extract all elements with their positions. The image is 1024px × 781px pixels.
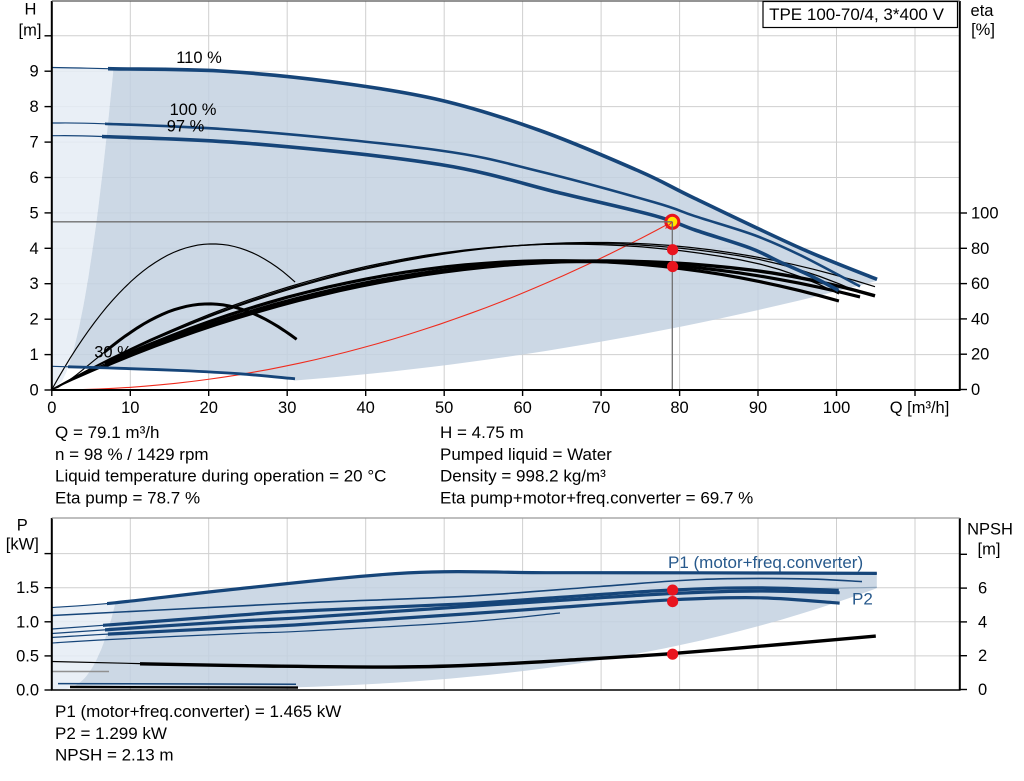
svg-text:70: 70 xyxy=(592,399,610,417)
svg-text:9: 9 xyxy=(30,63,39,81)
svg-text:Density = 998.2 kg/m³: Density = 998.2 kg/m³ xyxy=(440,467,606,486)
svg-text:0: 0 xyxy=(971,381,980,399)
svg-text:2: 2 xyxy=(978,647,987,665)
svg-text:80: 80 xyxy=(670,399,688,417)
svg-text:H = 4.75 m: H = 4.75 m xyxy=(440,423,524,442)
svg-text:80: 80 xyxy=(971,240,989,258)
svg-text:50: 50 xyxy=(435,399,453,417)
svg-text:2: 2 xyxy=(30,311,39,329)
svg-text:1.5: 1.5 xyxy=(16,579,39,597)
svg-text:30 %: 30 % xyxy=(94,344,132,362)
svg-text:40: 40 xyxy=(357,399,375,417)
svg-text:0.0: 0.0 xyxy=(16,682,39,700)
svg-text:20: 20 xyxy=(971,346,989,364)
svg-text:6: 6 xyxy=(30,169,39,187)
svg-text:20: 20 xyxy=(200,399,218,417)
svg-text:4: 4 xyxy=(30,240,39,258)
svg-text:100 %: 100 % xyxy=(170,101,217,119)
svg-text:n = 98 % / 1429 rpm: n = 98 % / 1429 rpm xyxy=(55,445,209,464)
svg-text:100: 100 xyxy=(823,399,851,417)
svg-text:60: 60 xyxy=(513,399,531,417)
svg-text:H: H xyxy=(24,1,36,19)
svg-text:0: 0 xyxy=(978,681,987,699)
svg-text:P2 = 1.299 kW: P2 = 1.299 kW xyxy=(55,724,167,743)
svg-text:40: 40 xyxy=(971,310,989,328)
svg-text:P: P xyxy=(17,517,28,535)
svg-text:8: 8 xyxy=(30,98,39,116)
svg-text:[%]: [%] xyxy=(971,21,995,39)
svg-text:Eta pump+motor+freq.converter: Eta pump+motor+freq.converter = 69.7 % xyxy=(440,488,753,507)
svg-text:4: 4 xyxy=(978,613,987,631)
svg-text:Pumped liquid = Water: Pumped liquid = Water xyxy=(440,445,612,464)
svg-text:0: 0 xyxy=(30,382,39,400)
svg-text:Q = 79.1 m³/h: Q = 79.1 m³/h xyxy=(55,423,159,442)
svg-text:Q [m³/h]: Q [m³/h] xyxy=(890,399,950,417)
svg-text:97 %: 97 % xyxy=(167,118,205,136)
svg-text:1.0: 1.0 xyxy=(16,613,39,631)
svg-text:90: 90 xyxy=(749,399,767,417)
svg-text:P1 (motor+freq.converter) = 1.: P1 (motor+freq.converter) = 1.465 kW xyxy=(55,702,341,721)
svg-text:6: 6 xyxy=(978,580,987,598)
svg-text:7: 7 xyxy=(30,134,39,152)
svg-text:P2: P2 xyxy=(852,590,873,609)
svg-text:TPE 100-70/4, 3*400 V: TPE 100-70/4, 3*400 V xyxy=(769,5,945,24)
svg-text:Eta pump = 78.7 %: Eta pump = 78.7 % xyxy=(55,488,200,507)
svg-text:[kW]: [kW] xyxy=(6,536,39,554)
svg-text:10: 10 xyxy=(121,399,139,417)
svg-text:eta: eta xyxy=(971,2,995,20)
svg-text:[m]: [m] xyxy=(19,22,42,40)
svg-text:[m]: [m] xyxy=(978,541,1001,559)
svg-text:110 %: 110 % xyxy=(176,49,222,67)
svg-text:Liquid temperature during oper: Liquid temperature during operation = 20… xyxy=(55,467,386,486)
svg-text:30: 30 xyxy=(278,399,296,417)
svg-text:NPSH = 2.13 m: NPSH = 2.13 m xyxy=(55,746,174,765)
svg-text:100: 100 xyxy=(971,205,999,223)
svg-text:1: 1 xyxy=(30,346,39,364)
svg-text:5: 5 xyxy=(30,204,39,222)
svg-text:P1 (motor+freq.converter): P1 (motor+freq.converter) xyxy=(668,553,863,572)
svg-text:0.5: 0.5 xyxy=(16,647,39,665)
svg-text:NPSH: NPSH xyxy=(967,521,1013,539)
svg-text:60: 60 xyxy=(971,275,989,293)
svg-text:0: 0 xyxy=(47,399,56,417)
svg-text:3: 3 xyxy=(30,275,39,293)
